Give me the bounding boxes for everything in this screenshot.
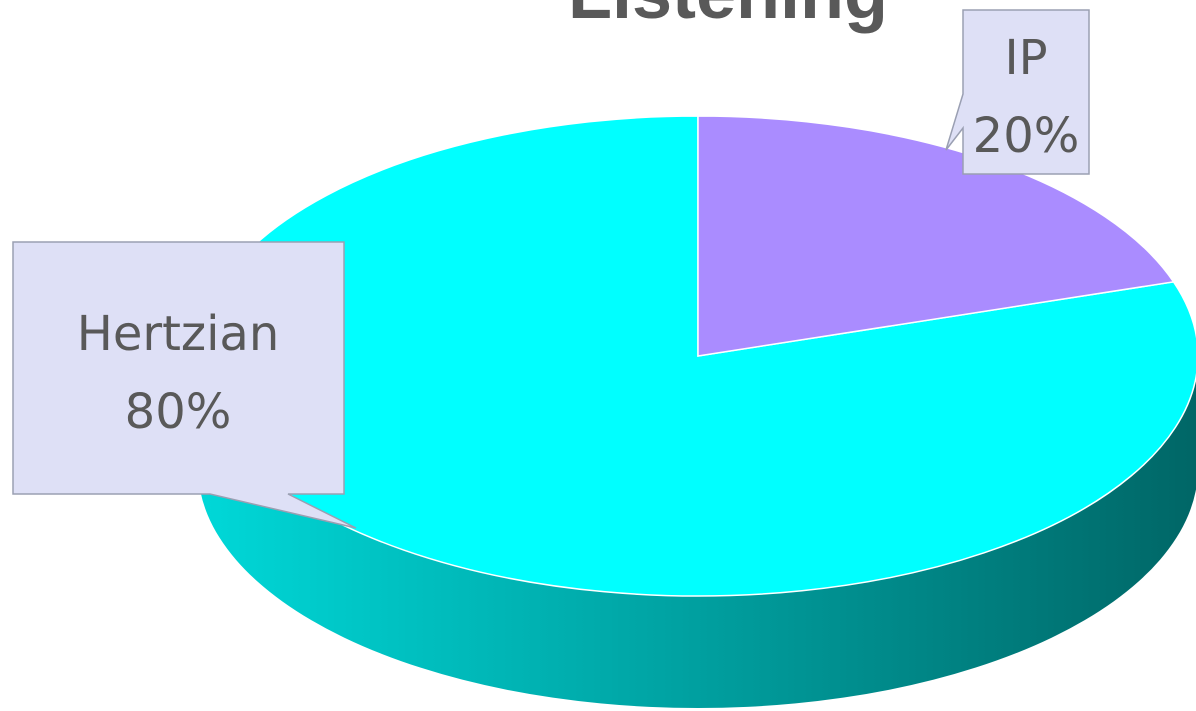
data-label-hertzian: Hertzian 80% bbox=[12, 241, 357, 529]
label-hertzian-category: Hertzian bbox=[77, 306, 280, 362]
data-label-ip: IP 20% bbox=[945, 9, 1090, 175]
chart-title: Listening bbox=[568, 0, 888, 34]
slice-hertzian bbox=[197, 115, 1196, 597]
label-hertzian-value: 80% bbox=[125, 384, 232, 440]
label-box-hertzian bbox=[12, 241, 357, 529]
label-ip-value: 20% bbox=[973, 108, 1080, 164]
label-box-ip bbox=[945, 9, 1090, 175]
pie-side-hertzian bbox=[198, 356, 1196, 708]
label-ip-category: IP bbox=[1004, 30, 1047, 86]
